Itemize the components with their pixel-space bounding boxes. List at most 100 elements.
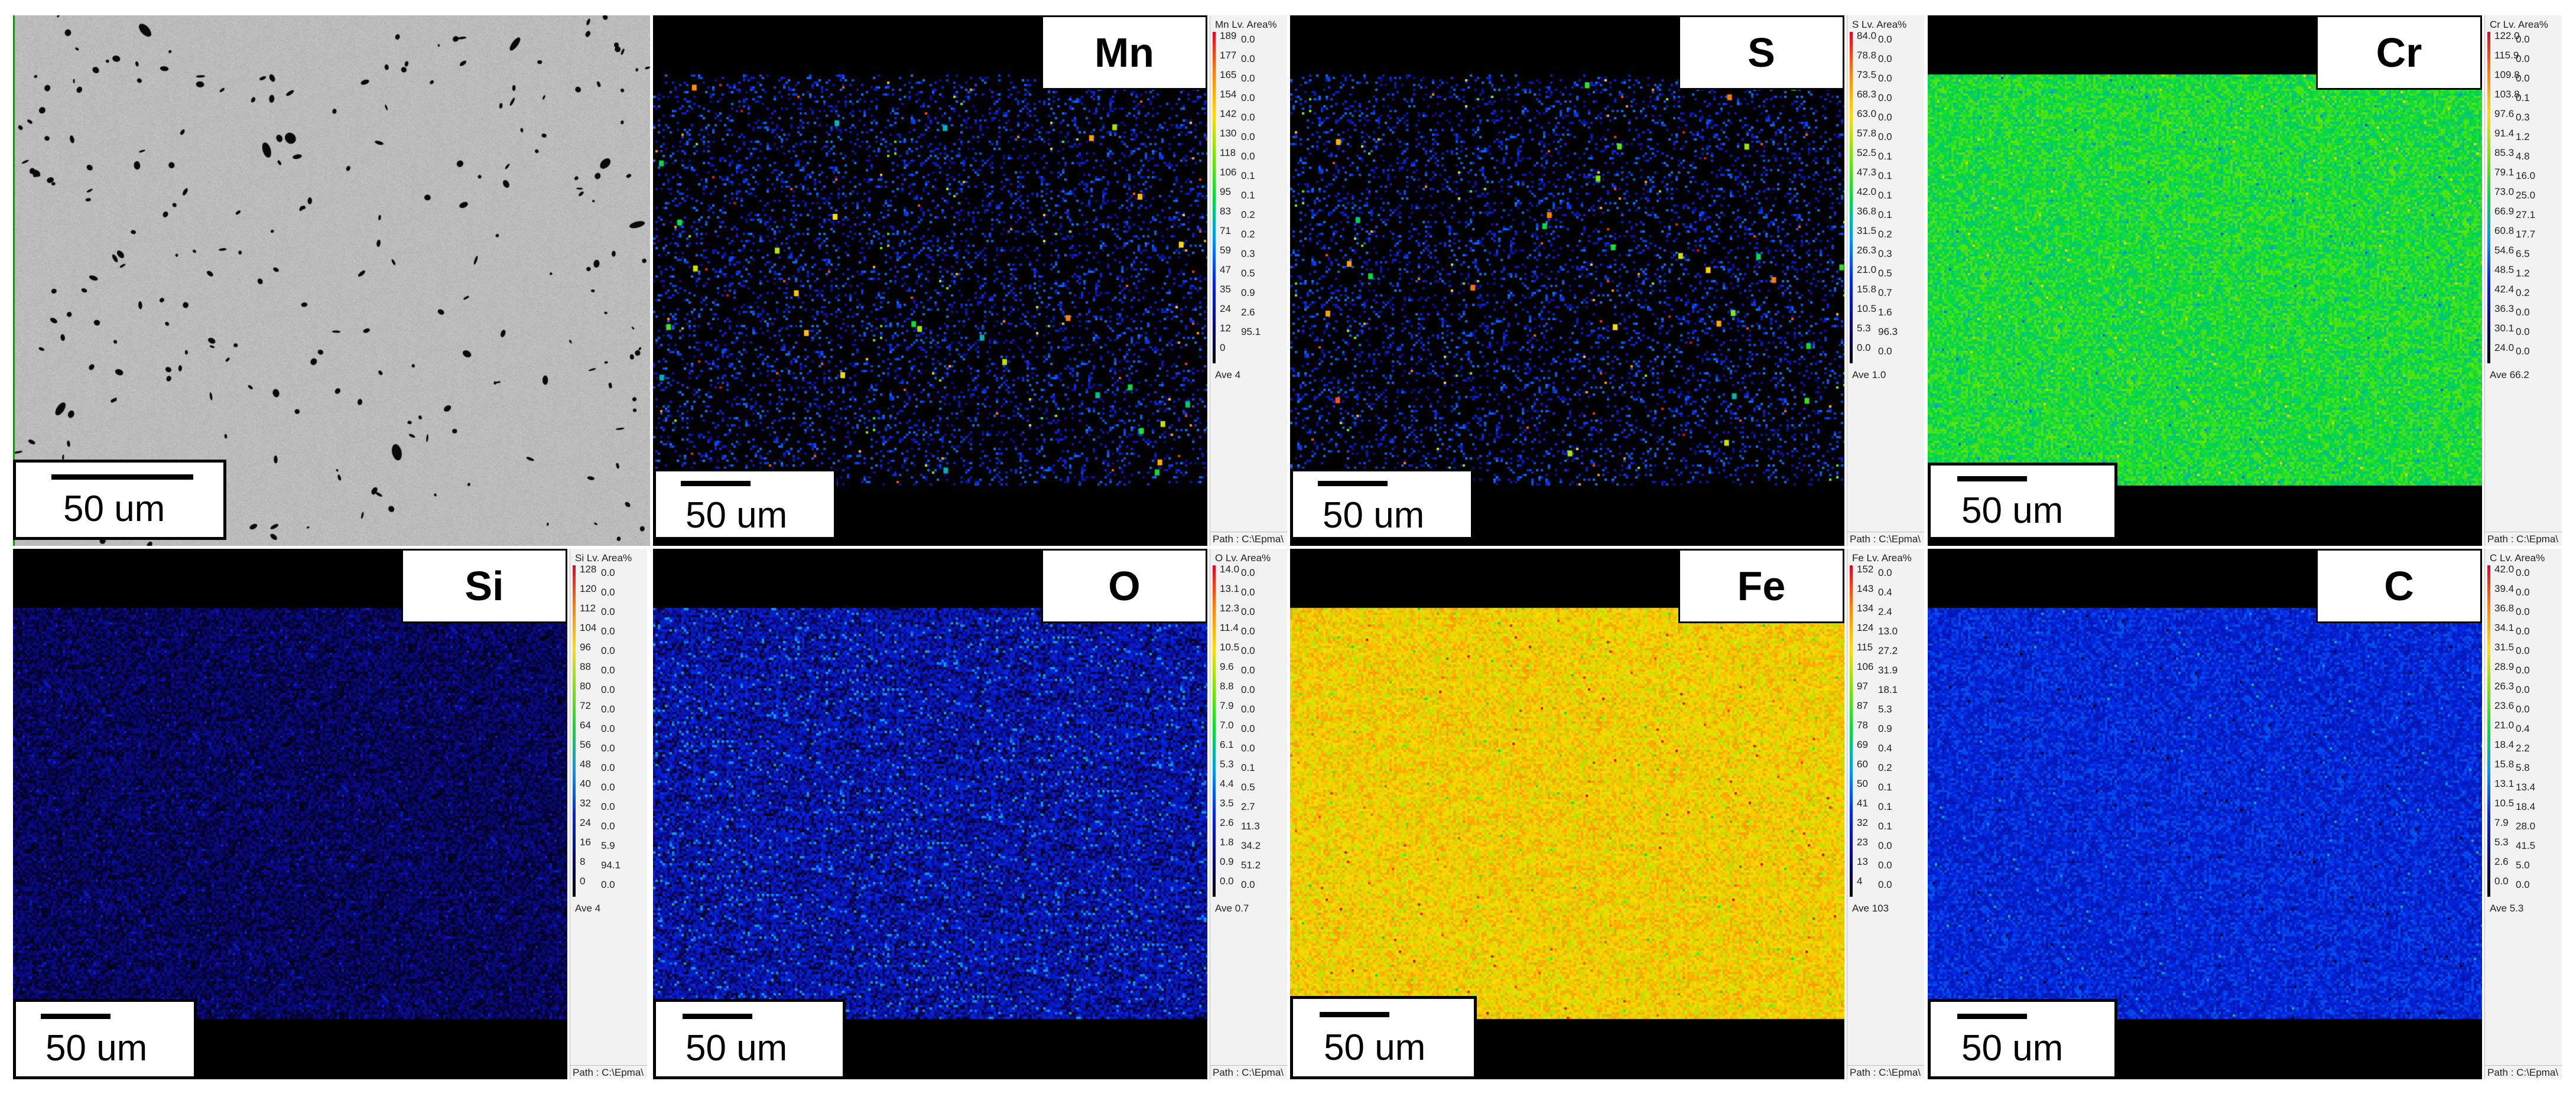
legend-area-percent: 11.3 (1241, 821, 1260, 832)
legend-area-percent: 0.0 (1878, 840, 1892, 851)
scale-label: 50 um (686, 495, 788, 536)
legend-area-percent: 0.2 (1878, 229, 1892, 240)
legend-area-percent: 0.0 (1241, 92, 1255, 103)
legend-area-percent: 0.4 (2516, 723, 2530, 734)
legend-path: Path : C:\Epma\ (1847, 532, 1924, 546)
legend-area-percent: 0.0 (1241, 704, 1255, 715)
scale-box: 50 um (1290, 996, 1477, 1079)
legend-area-percent: 0.0 (601, 762, 615, 773)
legend-color-bar (2487, 32, 2490, 363)
legend-title: O Lv. Area% (1215, 552, 1271, 564)
legend-level-value: 177 (1220, 50, 1237, 61)
legend-level-value: 13 (1857, 856, 1868, 867)
mn-map-image (653, 15, 1207, 546)
scale-bar (683, 1014, 752, 1019)
legend-level-value: 5.3 (1857, 323, 1871, 334)
mn-legend: Mn Lv. Area% 189 0.0 177 0.0 165 0.0 154 0.0 142 0… (1210, 15, 1287, 546)
scale-box: 50 um (1928, 999, 2117, 1079)
legend-area-percent: 0.0 (2516, 587, 2530, 598)
legend-area-percent: 18.1 (1878, 684, 1898, 695)
scale-label: 50 um (63, 489, 165, 529)
legend-area-percent: 0.1 (1241, 170, 1255, 181)
legend-average: Ave 1.0 (1852, 369, 1886, 380)
legend-area-percent: 16.0 (2516, 170, 2536, 181)
legend-average: Ave 4 (575, 903, 601, 914)
legend-level-value: 36.3 (2494, 303, 2515, 314)
legend-level-value: 16 (580, 836, 591, 848)
legend-level-value: 71 (1220, 225, 1231, 236)
legend-title: Fe Lv. Area% (1852, 552, 1912, 564)
legend-area-percent: 31.9 (1878, 665, 1898, 676)
legend-area-percent: 0.0 (601, 665, 615, 676)
legend-area-percent: 0.0 (1241, 645, 1255, 656)
scale-label: 50 um (1961, 1028, 2064, 1069)
legend-area-percent: 0.2 (1878, 762, 1892, 773)
legend-area-percent: 0.2 (1241, 209, 1255, 220)
legend-level-value: 57.8 (1857, 128, 1877, 139)
legend-area-percent: 0.0 (1878, 53, 1892, 64)
legend-level-value: 24.0 (2494, 342, 2515, 353)
legend-area-percent: 0.0 (1241, 34, 1255, 45)
legend-level-value: 31.5 (2494, 642, 2515, 653)
legend-area-percent: 1.2 (2516, 131, 2530, 142)
legend-area-percent: 0.0 (601, 704, 615, 715)
legend-path: Path : C:\Epma\ (1847, 1065, 1924, 1079)
legend-area-percent: 0.1 (1878, 821, 1892, 832)
legend-level-value: 31.5 (1857, 225, 1877, 236)
legend-level-value: 8 (580, 856, 586, 867)
legend-level-value: 88 (580, 661, 591, 672)
legend-area-percent: 0.0 (2516, 684, 2530, 695)
scale-box: 50 um (653, 999, 846, 1079)
legend-level-value: 34.1 (2494, 622, 2515, 633)
legend-area-percent: 2.6 (1241, 307, 1255, 318)
legend-level-value: 85.3 (2494, 147, 2515, 158)
element-label: O (1041, 549, 1207, 623)
legend-level-value: 79.1 (2494, 167, 2515, 178)
legend-level-value: 28.9 (2494, 661, 2515, 672)
legend-area-percent: 0.0 (601, 743, 615, 754)
legend-level-value: 56 (580, 739, 591, 750)
legend-level-value: 41 (1857, 797, 1868, 809)
legend-area-percent: 0.0 (1241, 743, 1255, 754)
legend-level-value: 47.3 (1857, 167, 1877, 178)
legend-level-value: 66.9 (2494, 206, 2515, 217)
legend-level-value: 106 (1857, 661, 1874, 672)
legend-area-percent: 1.6 (1878, 307, 1892, 318)
legend-level-value: 24 (580, 817, 591, 828)
legend-area-percent: 0.0 (1241, 606, 1255, 617)
legend-level-value: 78.8 (1857, 50, 1877, 61)
legend-area-percent: 0.0 (2516, 645, 2530, 656)
legend-area-percent: 4.8 (2516, 151, 2530, 162)
legend-level-value: 0.0 (1857, 342, 1871, 353)
legend-area-percent: 0.1 (1878, 151, 1892, 162)
legend-level-value: 104 (580, 622, 597, 633)
legend-average: Ave 5.3 (2490, 903, 2524, 914)
legend-area-percent: 27.2 (1878, 645, 1898, 656)
o-map-image (653, 549, 1207, 1079)
legend-area-percent: 0.0 (1878, 34, 1892, 45)
legend-path: Path : C:\Epma\ (1210, 1065, 1287, 1079)
legend-path: Path : C:\Epma\ (2485, 532, 2562, 546)
legend-level-value: 52.5 (1857, 147, 1877, 158)
legend-area-percent: 13.0 (1878, 626, 1898, 637)
legend-area-percent: 0.0 (2516, 53, 2530, 64)
legend-level-value: 72 (580, 700, 591, 711)
legend-level-value: 115 (1857, 642, 1873, 653)
legend-level-value: 97.6 (2494, 108, 2515, 119)
legend-level-value: 5.3 (1220, 759, 1234, 770)
fe-legend: Fe Lv. Area% 152 0.0 143 0.4 134 2.4 124 13.0 115… (1847, 549, 1924, 1079)
legend-level-value: 5.3 (2494, 836, 2509, 848)
legend-level-value: 26.3 (2494, 681, 2515, 692)
legend-area-percent: 0.0 (1241, 131, 1255, 142)
scale-bar (51, 474, 193, 480)
legend-average: Ave 0.7 (1215, 903, 1249, 914)
scale-label: 50 um (1323, 495, 1425, 536)
legend-level-value: 59 (1220, 245, 1231, 256)
scale-label: 50 um (46, 1028, 148, 1069)
legend-area-percent: 0.0 (601, 782, 615, 793)
legend-level-value: 189 (1220, 30, 1237, 41)
legend-level-value: 48 (580, 759, 591, 770)
legend-area-percent: 0.0 (2516, 606, 2530, 617)
legend-level-value: 142 (1220, 108, 1237, 119)
c-map-image (1928, 549, 2482, 1079)
